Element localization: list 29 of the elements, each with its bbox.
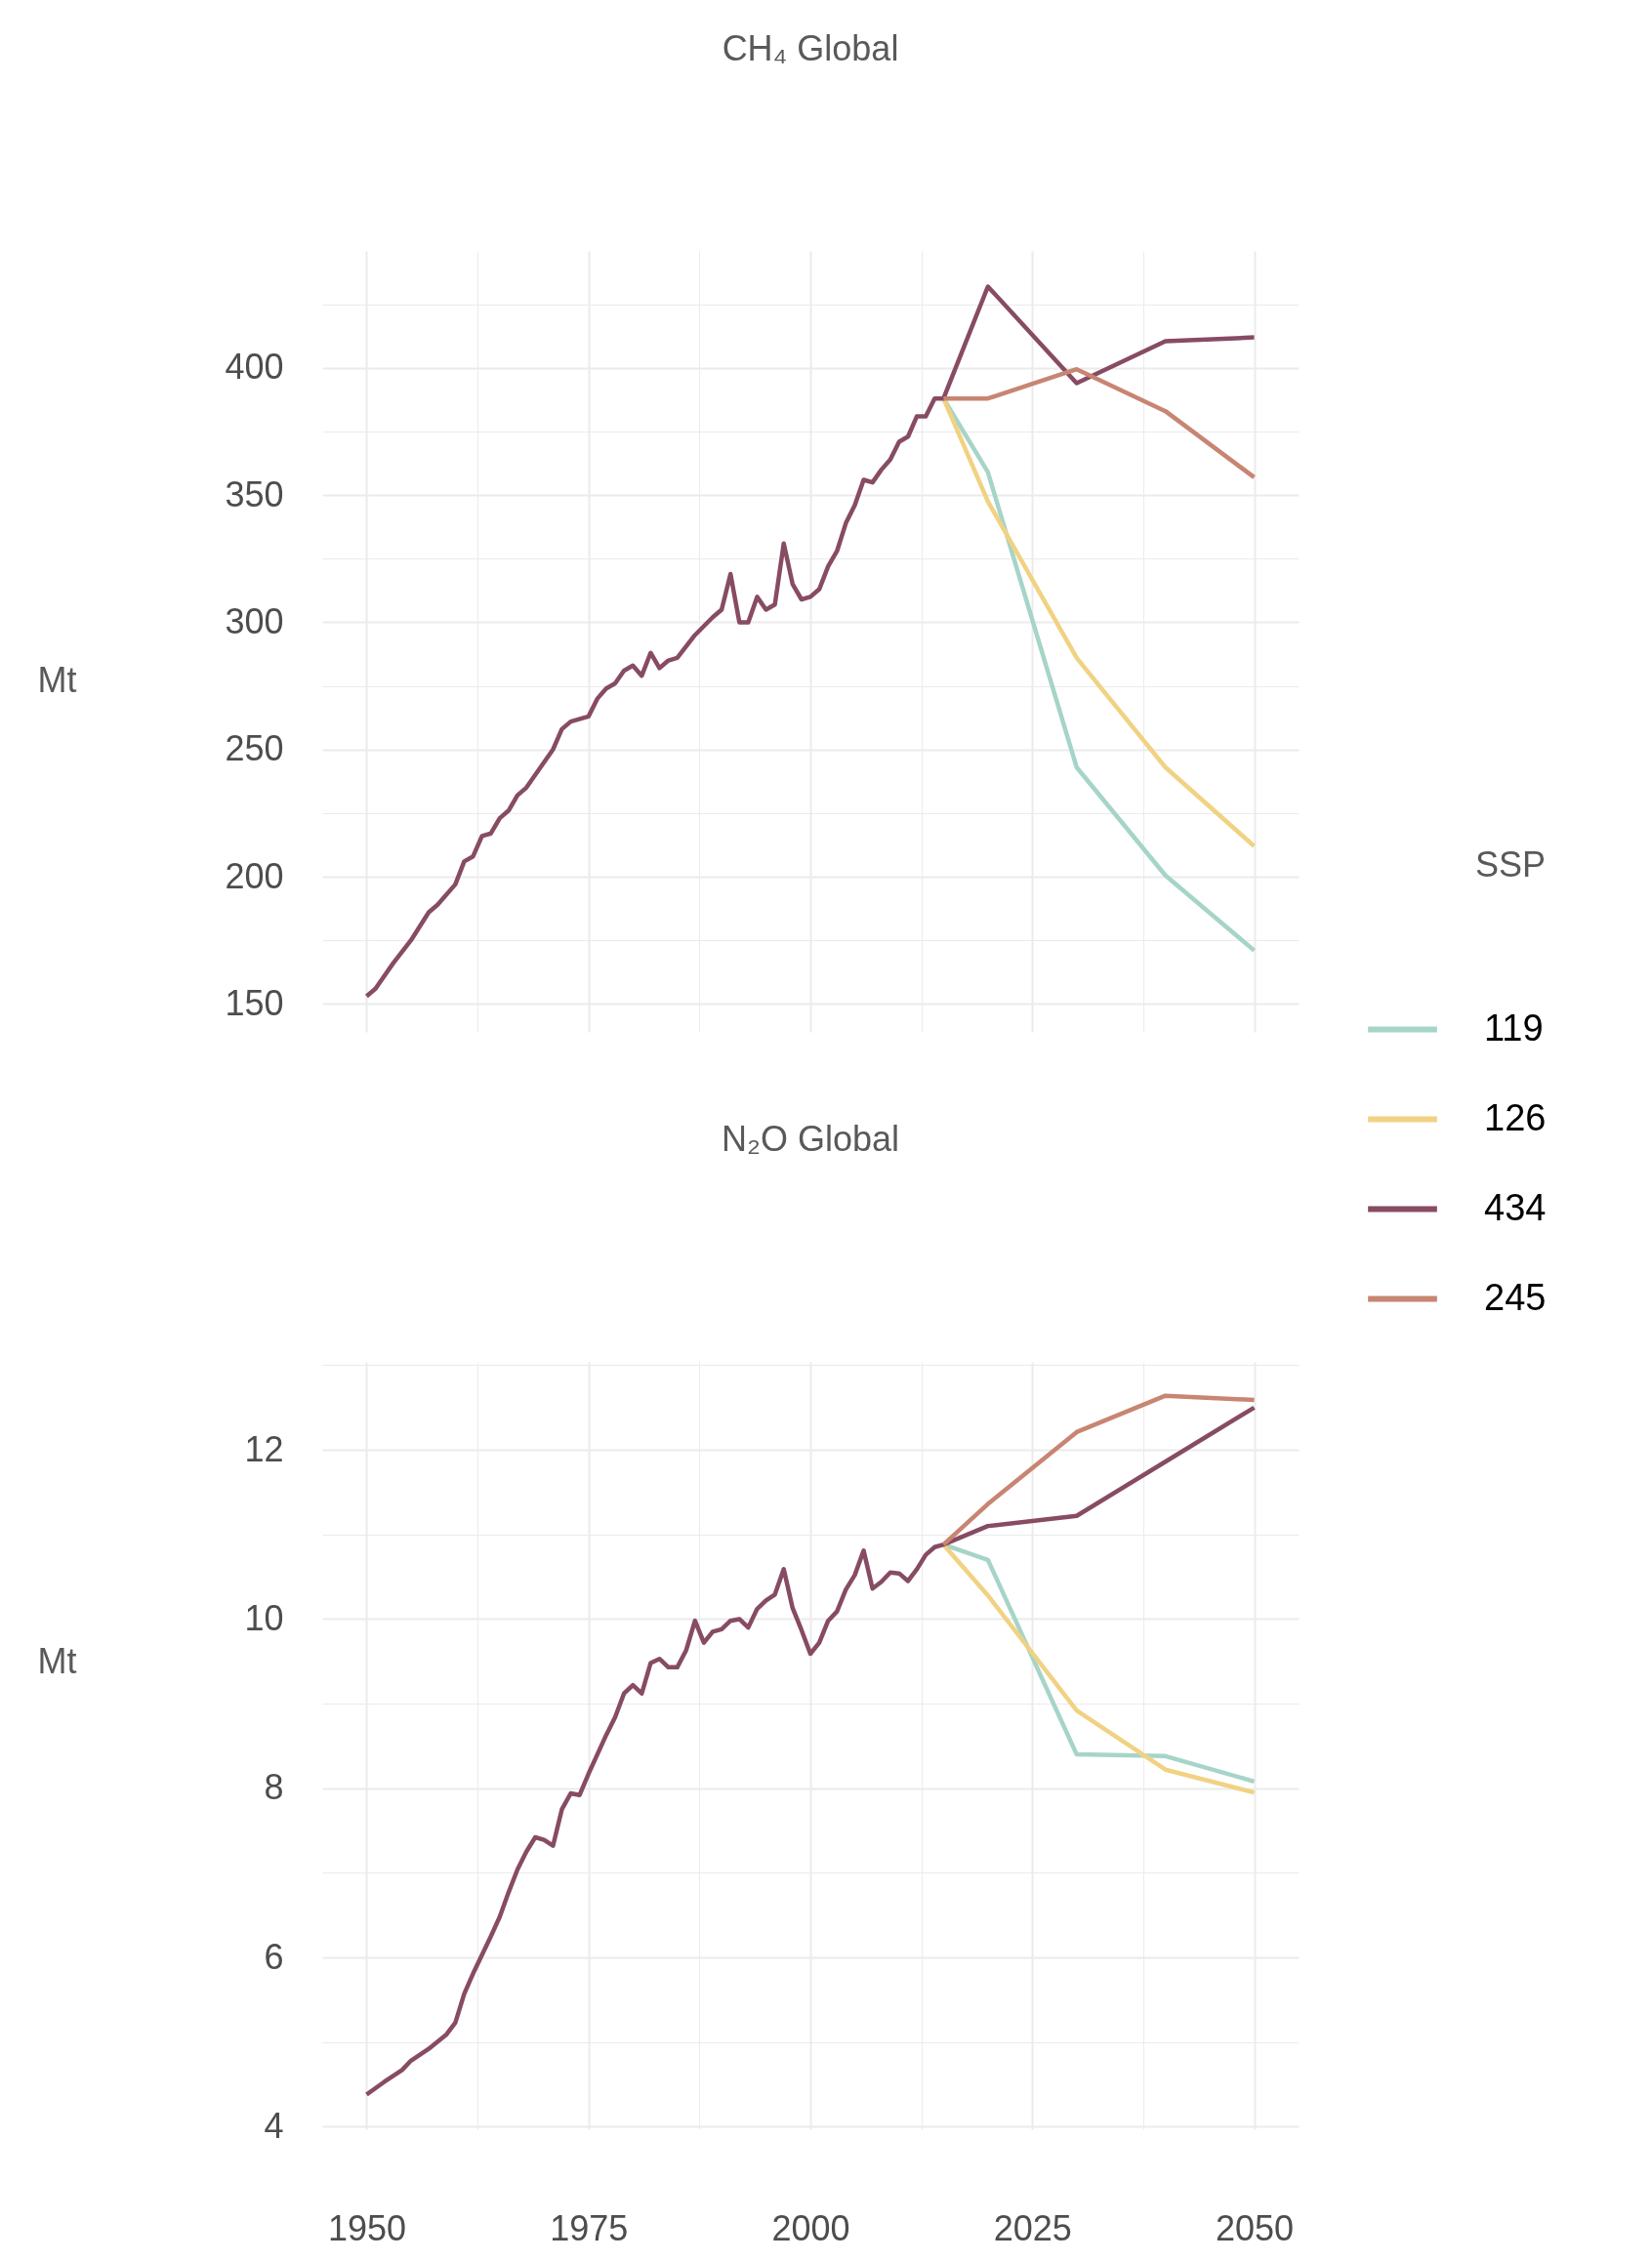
line-series [941,1393,1257,1547]
y-tick-label: 250 [225,728,284,769]
legend-label: 126 [1484,1096,1547,1138]
chart-title: CH₄ Global [722,28,899,68]
y-tick-label: 300 [225,600,284,641]
y-axis-title: Mt [37,1640,77,1681]
y-tick-label: 6 [264,1936,284,1977]
legend-label: 119 [1484,1007,1544,1048]
y-tick-label: 200 [225,855,284,896]
line-series [941,366,1257,480]
legend-title: SSP [1474,844,1546,884]
x-tick-label: 2000 [771,2207,850,2248]
line-series [364,284,1257,999]
x-tick-label: 1975 [550,2207,629,2248]
x-tick-label: 2025 [993,2207,1072,2248]
x-tick-label: 1950 [327,2207,406,2248]
y-tick-label: 8 [264,1767,284,1808]
chart-title: N₂O Global [721,1119,900,1160]
y-tick-label: 12 [244,1428,284,1469]
line-series [364,1405,1257,2097]
y-tick-label: 150 [225,982,284,1023]
x-tick-label: 2050 [1216,2207,1295,2248]
legend-label: 245 [1484,1276,1547,1318]
y-tick-label: 400 [225,347,284,388]
y-tick-label: 10 [244,1597,284,1638]
y-axis-title: Mt [37,659,77,700]
y-tick-label: 350 [225,473,284,514]
legend-label: 434 [1484,1186,1547,1228]
y-tick-label: 4 [264,2105,284,2146]
